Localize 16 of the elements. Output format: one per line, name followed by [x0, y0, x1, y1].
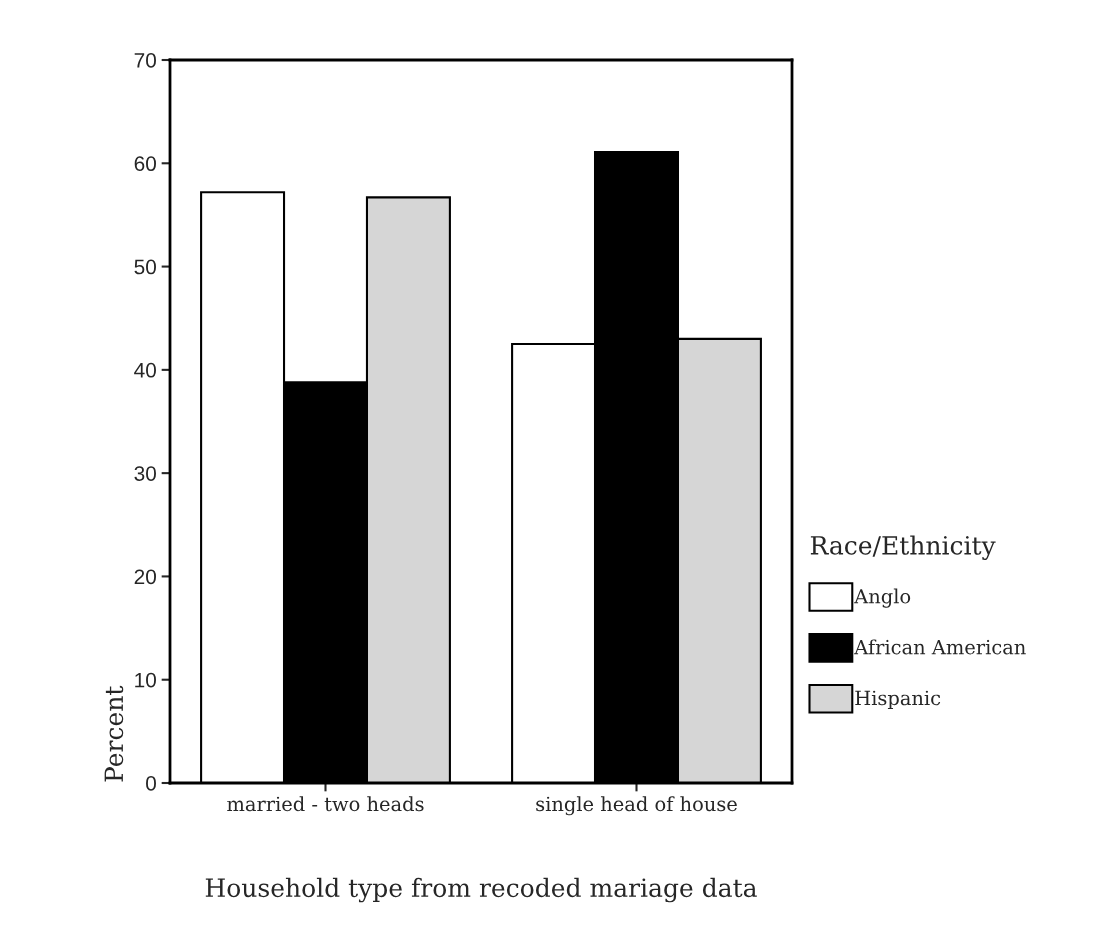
y-tick-label: 0 — [146, 776, 156, 791]
legend-label: Anglo — [854, 588, 911, 608]
y-tick-label: 30 — [134, 466, 156, 481]
y-tick-label: 10 — [135, 672, 156, 688]
legend-title: Race/Ethnicity — [810, 535, 996, 560]
y-tick-label: 40 — [134, 362, 156, 378]
y-tick-label: 70 — [134, 53, 156, 68]
y-tick-label: 50 — [134, 259, 156, 275]
y-tick-label: 60 — [134, 156, 156, 172]
legend-label: Hispanic — [855, 690, 941, 710]
y-axis-title: Percent — [104, 685, 124, 782]
x-tick-label: single head of house — [536, 796, 737, 816]
x-tick-label: married - two heads — [227, 796, 424, 812]
legend-label: African American — [854, 639, 1026, 655]
x-axis-title: Household type from recoded mariage data — [205, 877, 757, 903]
y-tick-label: 20 — [134, 569, 156, 585]
